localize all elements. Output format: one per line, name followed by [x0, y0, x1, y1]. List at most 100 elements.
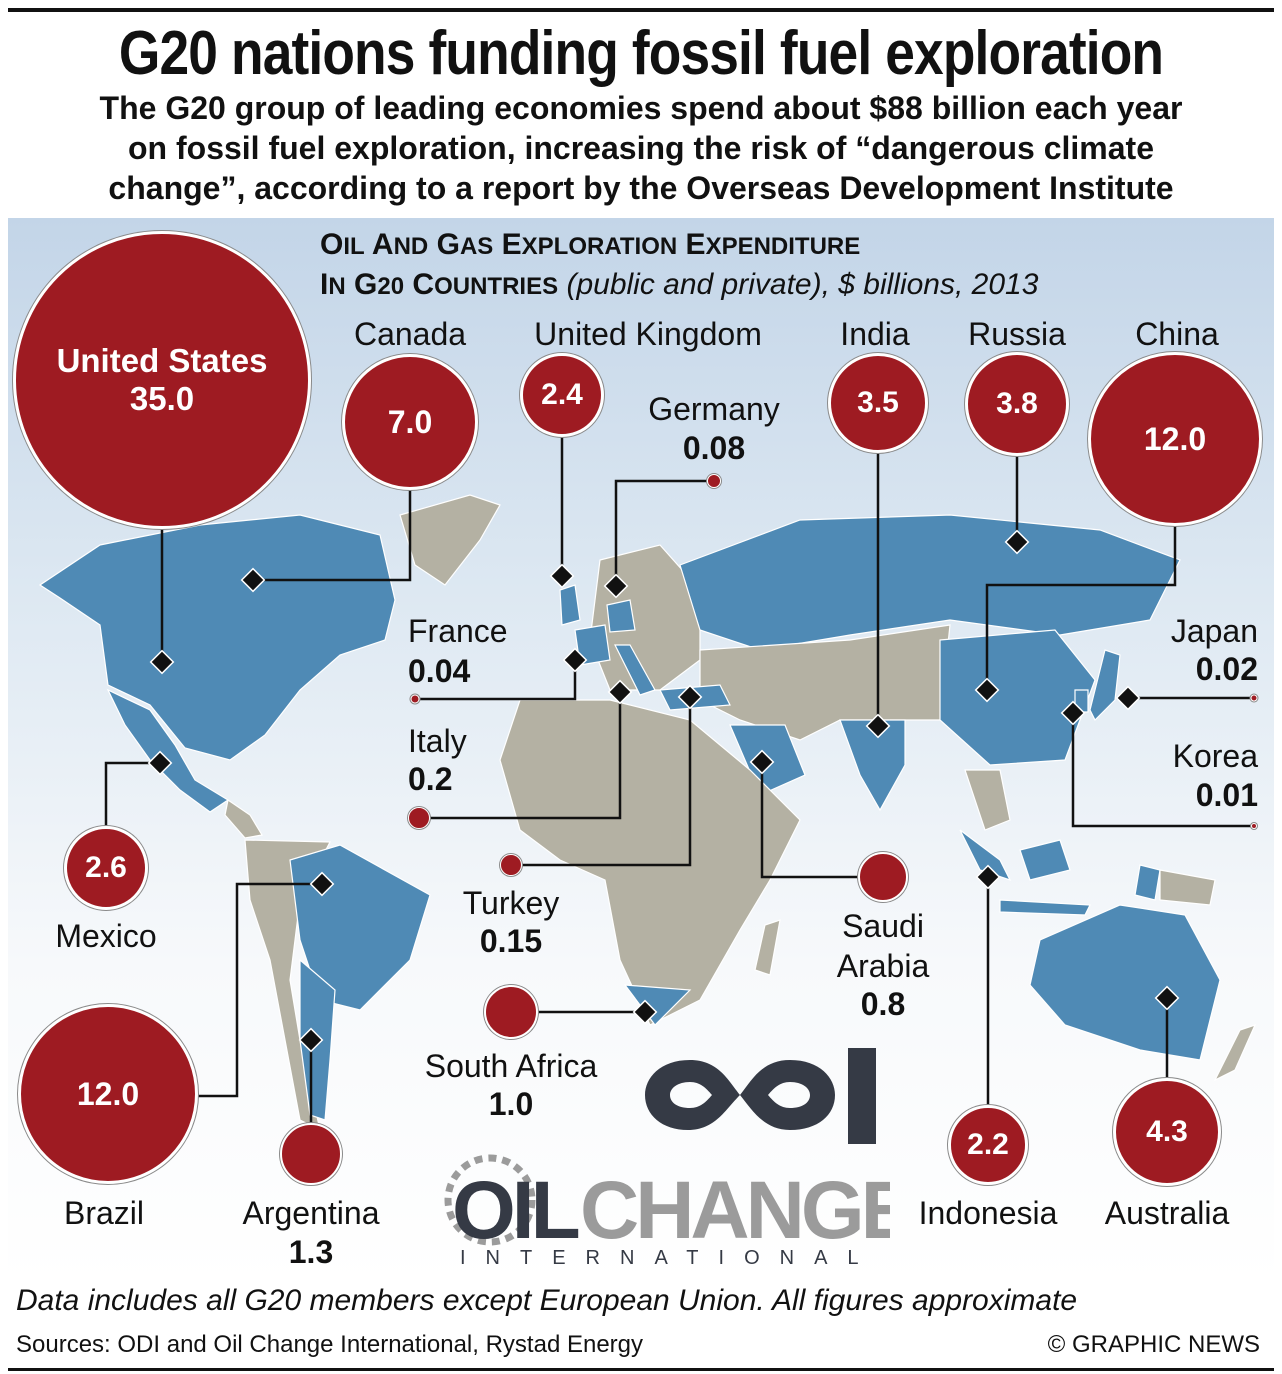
central-america	[224, 798, 263, 839]
value-france: 0.04	[408, 653, 471, 689]
value-turkey: 0.15	[479, 923, 543, 959]
value-germany: 0.08	[682, 430, 746, 466]
page-title: G20 nations funding fossil fuel explorat…	[118, 19, 1164, 88]
bubble-united-states: United States 35.0	[13, 231, 311, 529]
africa	[499, 699, 801, 1026]
oil-change-international-logo: OIL CHANGE INTERNATIONAL	[444, 1154, 890, 1269]
mexico-land	[106, 688, 230, 813]
marker-diamond	[562, 647, 588, 673]
marker-diamond	[749, 749, 775, 775]
china-land	[939, 629, 1096, 766]
value-korea: 0.01	[1195, 777, 1258, 813]
marker-diamond	[147, 750, 173, 776]
greenland	[399, 494, 501, 586]
label-mexico: Mexico	[55, 918, 157, 954]
bubble-saudi-arabia	[858, 852, 908, 902]
leader-lines	[104, 435, 1254, 1124]
label-south-africa: South Africa	[424, 1048, 598, 1084]
marker-diamond	[1060, 700, 1086, 726]
marker-diamond	[974, 677, 1000, 703]
chart-heading-line1: OIL AND GAS EXPLORATION EXPENDITURE	[320, 228, 861, 261]
label-france: France	[408, 613, 508, 649]
marker-diamond	[632, 999, 658, 1025]
bubble-japan	[1250, 694, 1258, 702]
bubble-argentina	[280, 1123, 342, 1185]
se-asia	[964, 769, 1011, 831]
label-brazil: Brazil	[63, 1195, 145, 1231]
uk-land	[559, 584, 581, 626]
value-italy: 0.2	[408, 761, 453, 797]
label-canada: Canada	[353, 316, 467, 352]
png	[1159, 869, 1216, 906]
copyright: © GRAPHIC NEWS	[1047, 1331, 1260, 1358]
label-india: India	[840, 316, 910, 352]
value-south-africa: 1.0	[488, 1086, 534, 1122]
label-japan: Japan	[1170, 613, 1258, 649]
italy-land	[614, 644, 656, 696]
bubble-canada: 7.0	[342, 354, 478, 490]
marker-diamond	[240, 567, 266, 593]
value-saudi-arabia: 0.8	[860, 986, 906, 1022]
svg-text:INTERNATIONAL: INTERNATIONAL	[460, 1247, 879, 1269]
label-saudi: Saudi	[842, 908, 924, 944]
bubble-china: 12.0	[1088, 352, 1262, 526]
label-korea: Korea	[1172, 738, 1258, 774]
bubble-korea	[1251, 823, 1257, 829]
label-china: China	[1135, 316, 1219, 352]
svg-text:OIL: OIL	[452, 1165, 579, 1256]
marker-diamond	[298, 1027, 324, 1053]
marker-diamond	[975, 864, 1001, 890]
marker-diamond	[1115, 685, 1141, 711]
top-rule	[8, 8, 1274, 12]
svg-text:CHANGE: CHANGE	[580, 1165, 890, 1256]
marker-diamond	[309, 871, 335, 897]
bubble-turkey	[500, 854, 522, 876]
japan-land	[1089, 649, 1121, 722]
bottom-rule	[8, 1368, 1274, 1371]
bubble-brazil: 12.0	[18, 1004, 198, 1184]
marker-diamond	[1154, 985, 1180, 1011]
label-australia: Australia	[1104, 1195, 1230, 1231]
subtitle-line: The G20 group of leading economies spend…	[99, 90, 1183, 126]
bubble-germany	[707, 474, 721, 488]
germany-land	[606, 599, 636, 633]
label-arabia: Arabia	[836, 948, 930, 984]
bubble-united-kingdom: 2.4	[520, 353, 604, 437]
bubble-mexico: 2.6	[64, 826, 148, 910]
north-america	[38, 514, 396, 761]
indonesia-land	[959, 829, 1161, 916]
marker-diamond	[549, 563, 575, 589]
label-turkey: Turkey	[462, 885, 560, 921]
bubble-indonesia: 2.2	[948, 1105, 1028, 1185]
new-zealand	[1213, 1024, 1257, 1082]
bubble-russia: 3.8	[965, 352, 1069, 456]
marker-diamonds	[147, 529, 1180, 1053]
value-japan: 0.02	[1195, 651, 1258, 687]
label-italy: Italy	[408, 723, 467, 759]
label-argentina: Argentina	[242, 1195, 380, 1231]
australia-land	[1029, 904, 1221, 1061]
marker-diamond	[603, 573, 629, 599]
label-indonesia: Indonesia	[918, 1195, 1058, 1231]
gear-icon	[444, 1154, 536, 1246]
label-russia: Russia	[968, 316, 1066, 352]
marker-diamond	[149, 649, 175, 675]
value-argentina: 1.3	[288, 1234, 334, 1270]
marker-diamond	[865, 713, 891, 739]
marker-diamond	[1004, 529, 1030, 555]
footnote: Data includes all G20 members except Eur…	[16, 1284, 1078, 1317]
chart-heading-line2: IN G20 COUNTRIES (public and private), $…	[320, 268, 1039, 301]
sources: Sources: ODI and Oil Change Internationa…	[16, 1331, 643, 1358]
bubble-india: 3.5	[828, 353, 928, 453]
madagascar	[754, 919, 781, 976]
india-land	[839, 719, 906, 812]
bubble-france	[410, 694, 420, 704]
bubble-australia: 4.3	[1113, 1078, 1221, 1186]
label-germany: Germany	[648, 391, 780, 427]
bubble-italy	[408, 807, 430, 829]
marker-diamond	[677, 684, 703, 710]
bubble-south-africa	[484, 985, 538, 1039]
subtitle-line: on fossil fuel exploration, increasing t…	[128, 130, 1154, 166]
marker-diamond	[607, 679, 633, 705]
